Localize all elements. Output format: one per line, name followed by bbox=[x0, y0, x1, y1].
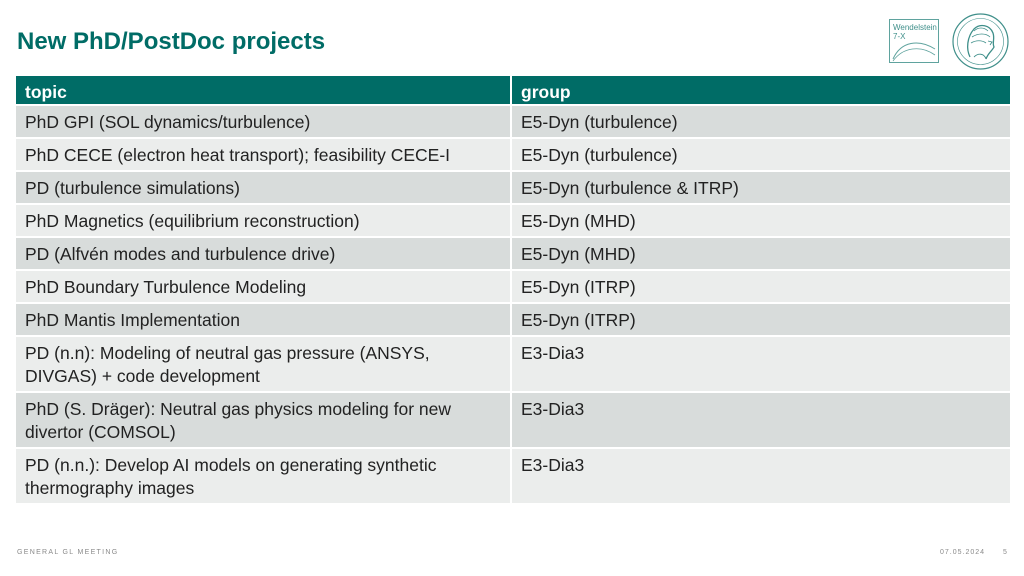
projects-table: topic group PhD GPI (SOL dynamics/turbul… bbox=[16, 76, 1010, 505]
max-planck-minerva-logo bbox=[952, 13, 1009, 70]
table-row: PhD GPI (SOL dynamics/turbulence) E5-Dyn … bbox=[16, 106, 1010, 139]
cell-topic: PhD CECE (electron heat transport); feas… bbox=[16, 139, 512, 172]
cell-group: E3-Dia3 bbox=[512, 449, 1010, 505]
cell-group: E5-Dyn (MHD) bbox=[512, 205, 1010, 238]
cell-topic: PhD (S. Dräger): Neutral gas physics mod… bbox=[16, 393, 512, 449]
slide-title: New PhD/PostDoc projects bbox=[17, 28, 326, 55]
cell-group: E5-Dyn (turbulence & ITRP) bbox=[512, 172, 1010, 205]
cell-topic: PD (Alfvén modes and turbulence drive) bbox=[16, 238, 512, 271]
cell-topic: PhD Boundary Turbulence Modeling bbox=[16, 271, 512, 304]
svg-text:7-X: 7-X bbox=[893, 32, 906, 41]
column-header-group: group bbox=[512, 76, 1010, 106]
cell-group: E5-Dyn (turbulence) bbox=[512, 106, 1010, 139]
cell-group: E3-Dia3 bbox=[512, 393, 1010, 449]
svg-text:Wendelstein: Wendelstein bbox=[893, 23, 937, 32]
table-header-row: topic group bbox=[16, 76, 1010, 106]
cell-group: E5-Dyn (ITRP) bbox=[512, 304, 1010, 337]
cell-topic: PD (n.n): Modeling of neutral gas pressu… bbox=[16, 337, 512, 393]
column-header-topic: topic bbox=[16, 76, 512, 106]
table-row: PhD Boundary Turbulence Modeling E5-Dyn (… bbox=[16, 271, 1010, 304]
table-row: PD (turbulence simulations) E5-Dyn (turbu… bbox=[16, 172, 1010, 205]
wendelstein-7x-logo: Wendelstein 7-X bbox=[889, 19, 939, 63]
cell-topic: PD (n.n.): Develop AI models on generati… bbox=[16, 449, 512, 505]
cell-group: E3-Dia3 bbox=[512, 337, 1010, 393]
table-row: PhD CECE (electron heat transport); feas… bbox=[16, 139, 1010, 172]
table-row: PhD Magnetics (equilibrium reconstructio… bbox=[16, 205, 1010, 238]
table-row: PhD (S. Dräger): Neutral gas physics mod… bbox=[16, 393, 1010, 449]
cell-group: E5-Dyn (MHD) bbox=[512, 238, 1010, 271]
cell-topic: PhD Magnetics (equilibrium reconstructio… bbox=[16, 205, 512, 238]
page-number: 5 bbox=[1003, 549, 1007, 556]
table-row: PD (n.n.): Develop AI models on generati… bbox=[16, 449, 1010, 505]
cell-group: E5-Dyn (turbulence) bbox=[512, 139, 1010, 172]
table-row: PhD Mantis Implementation E5-Dyn (ITRP) bbox=[16, 304, 1010, 337]
footer-date: 07.05.2024 bbox=[940, 549, 986, 556]
table-row: PD (Alfvén modes and turbulence drive) E5… bbox=[16, 238, 1010, 271]
cell-topic: PhD GPI (SOL dynamics/turbulence) bbox=[16, 106, 512, 139]
footer-meeting-label: GENERAL GL MEETING bbox=[17, 549, 119, 556]
cell-topic: PhD Mantis Implementation bbox=[16, 304, 512, 337]
table-row: PD (n.n): Modeling of neutral gas pressu… bbox=[16, 337, 1010, 393]
cell-group: E5-Dyn (ITRP) bbox=[512, 271, 1010, 304]
cell-topic: PD (turbulence simulations) bbox=[16, 172, 512, 205]
